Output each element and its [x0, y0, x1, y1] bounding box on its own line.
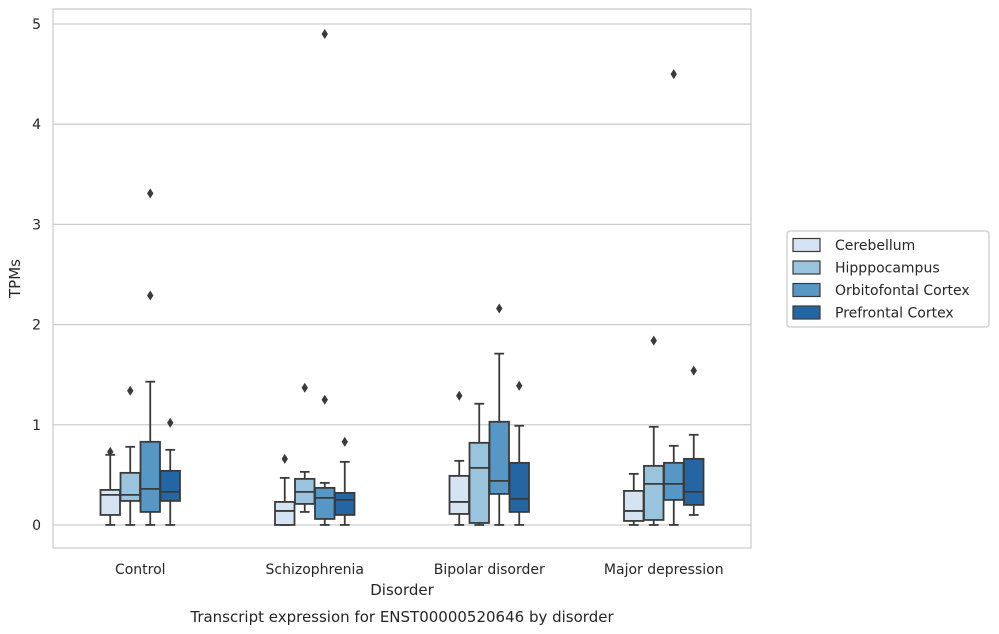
- y-tick-label: 3: [32, 217, 41, 233]
- y-tick-label: 4: [32, 117, 41, 133]
- legend-swatch: [792, 237, 821, 253]
- y-tick-label: 5: [32, 17, 41, 33]
- box-iqr: [623, 489, 645, 522]
- box-iqr: [448, 474, 470, 515]
- outlier-point: [301, 382, 308, 393]
- outlier-point: [516, 380, 523, 391]
- box-iqr: [643, 464, 665, 521]
- box: [119, 385, 141, 526]
- outlier-point: [147, 290, 154, 301]
- outlier-point: [107, 446, 114, 457]
- series-hipppocampus: [119, 335, 665, 526]
- box-iqr: [119, 471, 141, 502]
- box-iqr: [663, 461, 685, 501]
- box: [448, 390, 470, 526]
- box: [468, 402, 490, 526]
- y-axis-ticks: 0 1 2 3 4 5: [32, 17, 41, 534]
- outlier-point: [341, 436, 348, 447]
- y-axis-label: TPMs: [6, 259, 24, 299]
- outlier-point: [670, 69, 677, 80]
- legend-label: Orbitofontal Cortex: [835, 283, 970, 299]
- box: [294, 382, 316, 513]
- outlier-point: [281, 453, 288, 464]
- box: [683, 365, 705, 516]
- box: [334, 436, 356, 526]
- x-tick-label: Bipolar disorder: [434, 562, 545, 578]
- outlier-point: [496, 303, 503, 314]
- series-prefrontal-cortex: [159, 365, 705, 526]
- outlier-point: [690, 365, 697, 376]
- legend-label: Cerebellum: [835, 238, 915, 254]
- x-tick-label: Major depression: [604, 562, 724, 578]
- box: [139, 188, 161, 526]
- box-series: [99, 29, 705, 526]
- box: [314, 29, 336, 526]
- box-iqr: [159, 469, 181, 502]
- box: [159, 417, 181, 526]
- box-iqr: [468, 441, 490, 524]
- plot-frame: [52, 8, 752, 549]
- chart-caption: Transcript expression for ENST0000052064…: [189, 608, 614, 626]
- box: [508, 380, 530, 526]
- outlier-point: [321, 29, 328, 40]
- x-tick-label: Schizophrenia: [266, 562, 364, 578]
- outlier-point: [650, 335, 657, 346]
- x-axis-label: Disorder: [370, 581, 434, 599]
- outlier-point: [167, 417, 174, 428]
- legend-label: Hipppocampus: [835, 261, 940, 277]
- box-iqr: [488, 420, 510, 495]
- legend-swatch: [792, 282, 821, 298]
- box-iqr: [334, 491, 356, 516]
- box-iqr: [274, 501, 296, 526]
- series-cerebellum: [99, 390, 645, 526]
- box-iqr: [139, 440, 161, 513]
- box-iqr: [99, 488, 121, 516]
- box: [274, 453, 296, 526]
- series-orbitofontal-cortex: [139, 29, 685, 526]
- legend-swatch: [792, 260, 821, 275]
- box: [99, 446, 121, 526]
- box: [643, 335, 665, 526]
- box: [488, 303, 510, 526]
- y-tick-label: 0: [32, 518, 41, 534]
- y-tick-label: 1: [32, 418, 41, 434]
- box: [663, 69, 685, 526]
- outlier-point: [456, 390, 463, 401]
- legend-swatch: [792, 305, 821, 320]
- legend-label: Prefrontal Cortex: [835, 306, 954, 322]
- box-iqr: [314, 486, 336, 520]
- y-tick-label: 2: [32, 318, 41, 334]
- x-axis-ticks: Control Schizophrenia Bipolar disorder Majo…: [115, 562, 724, 578]
- outlier-point: [321, 394, 328, 405]
- x-tick-label: Control: [115, 562, 166, 578]
- legend: Cerebellum Hipppocampus Orbitofontal Corte…: [786, 230, 990, 328]
- box-iqr: [683, 457, 705, 506]
- outlier-point: [147, 188, 154, 199]
- box-iqr: [508, 461, 530, 513]
- legend-frame: [786, 230, 990, 328]
- outlier-point: [127, 385, 134, 396]
- box: [623, 472, 645, 526]
